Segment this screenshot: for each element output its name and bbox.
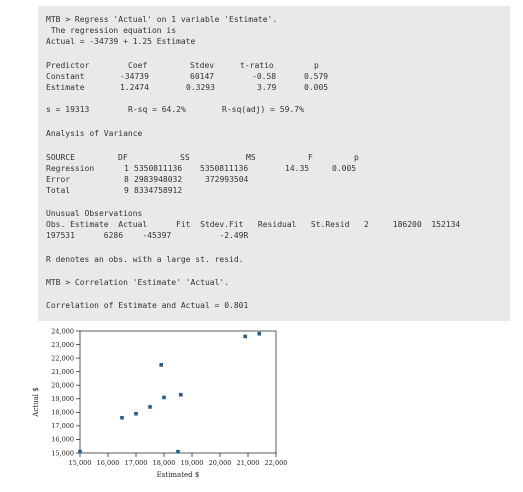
data-point xyxy=(176,449,180,454)
p-header: p xyxy=(314,61,319,70)
data-point xyxy=(120,415,124,420)
ss-cell: 8334758912 xyxy=(134,186,183,195)
x-tick-label: 20,000 xyxy=(209,459,232,467)
correlation-result: Correlation of Estimate and Actual = 0.8… xyxy=(46,301,249,310)
unusual-observations-row: 197531 6286 -45397 -2.49R xyxy=(46,231,249,240)
stdev-header: Stdev xyxy=(190,61,215,70)
p-cell: 0.005 xyxy=(332,164,357,173)
anova-title: Analysis of Variance xyxy=(46,129,143,138)
y-tick-label: 22,000 xyxy=(51,354,74,362)
equation-heading: The regression equation is xyxy=(46,26,177,35)
plot-border xyxy=(79,330,277,454)
x-tick-label: 15,000 xyxy=(69,459,92,467)
t-ratio-header: t-ratio xyxy=(240,61,274,70)
p-header: p xyxy=(354,153,359,162)
ms-cell: 5350811136 xyxy=(200,164,249,173)
x-tick-label: 16,000 xyxy=(97,459,120,467)
source-cell: Total xyxy=(46,186,71,195)
correlation-command: MTB > Correlation 'Estimate' 'Actual'. xyxy=(46,278,230,287)
regression-equation: Actual = -34739 + 1.25 Estimate xyxy=(46,37,196,46)
predictor-cell: Estimate xyxy=(46,83,85,92)
data-point xyxy=(162,395,166,400)
source-cell: Error xyxy=(46,175,71,184)
predictor-header: Predictor xyxy=(46,61,90,70)
source-cell: Regression xyxy=(46,164,95,173)
data-point xyxy=(148,405,152,409)
f-cell: 14.35 xyxy=(285,164,310,173)
y-tick-label: 16,000 xyxy=(51,436,74,444)
y-tick-label: 19,000 xyxy=(51,395,74,403)
df-cell: 9 xyxy=(124,186,129,195)
residual-note: R denotes an obs. with a large st. resid… xyxy=(46,255,244,264)
ss-cell: 5350811136 xyxy=(134,164,183,173)
regress-command: MTB > Regress 'Actual' on 1 variable 'Es… xyxy=(46,15,278,24)
df-header: DF xyxy=(118,153,128,162)
x-tick-label: 19,000 xyxy=(181,459,204,467)
x-tick-label: 17,000 xyxy=(125,459,148,467)
p-cell: 0.579 xyxy=(304,72,329,81)
coef-cell: 1.2474 xyxy=(120,83,149,92)
t-ratio-cell: -0.58 xyxy=(252,72,277,81)
x-axis: 15,000 16,000 17,000 18,000 19,000 20,000 21,0… xyxy=(69,453,288,467)
ss-cell: 2983948032 xyxy=(134,175,183,184)
stdev-cell: 60147 xyxy=(190,72,215,81)
unusual-observations-title: Unusual Observations xyxy=(46,209,143,218)
y-tick-label: 21,000 xyxy=(51,368,74,376)
p-cell: 0.005 xyxy=(304,83,329,92)
data-point xyxy=(257,331,261,336)
source-header: SOURCE xyxy=(46,153,75,162)
t-ratio-cell: 3.79 xyxy=(257,83,277,92)
x-tick-label: 22,000 xyxy=(265,459,288,467)
data-points xyxy=(78,331,261,454)
coef-header: Coef xyxy=(128,61,148,70)
x-axis-label: Estimated $ xyxy=(157,471,200,479)
x-tick-label: 18,000 xyxy=(153,459,176,467)
minitab-session-panel xyxy=(38,6,510,321)
df-cell: 8 xyxy=(124,175,129,184)
s-value: s = 19313 xyxy=(46,105,90,114)
unusual-observations-header: Obs. Estimate Actual Fit Stdev.Fit Resid… xyxy=(46,220,461,229)
data-point xyxy=(78,449,82,454)
df-cell: 1 xyxy=(124,164,129,173)
f-header: F xyxy=(308,153,313,162)
ms-header: MS xyxy=(246,153,256,162)
y-tick-label: 18,000 xyxy=(51,409,74,417)
r-squared: R-sq = 64.2% xyxy=(128,105,186,114)
data-point xyxy=(134,411,138,416)
data-point xyxy=(159,363,163,367)
data-point xyxy=(179,392,183,397)
y-tick-label: 17,000 xyxy=(51,422,74,430)
plot-frame xyxy=(79,330,277,454)
stdev-cell: 0.3293 xyxy=(186,83,215,92)
y-tick-label: 23,000 xyxy=(51,341,74,349)
r-squared-adjusted: R-sq(adj) = 59.7% xyxy=(222,105,304,114)
coef-cell: -34739 xyxy=(120,72,149,81)
predictor-cell: Constant xyxy=(46,72,85,81)
y-tick-label: 24,000 xyxy=(51,327,74,335)
y-axis-label: Actual $ xyxy=(32,387,40,417)
data-point xyxy=(243,334,247,339)
scatter-plot: 15,000 16,000 17,000 18,000 19,000 20,000 21,0… xyxy=(32,327,288,479)
y-axis: 15,000 16,000 17,000 18,000 19,000 20,000 21,0… xyxy=(51,327,80,457)
x-tick-label: 21,000 xyxy=(237,459,260,467)
ms-cell: 372993504 xyxy=(205,175,249,184)
y-tick-label: 20,000 xyxy=(51,382,74,390)
y-tick-label: 15,000 xyxy=(51,449,74,457)
ss-header: SS xyxy=(180,153,190,162)
